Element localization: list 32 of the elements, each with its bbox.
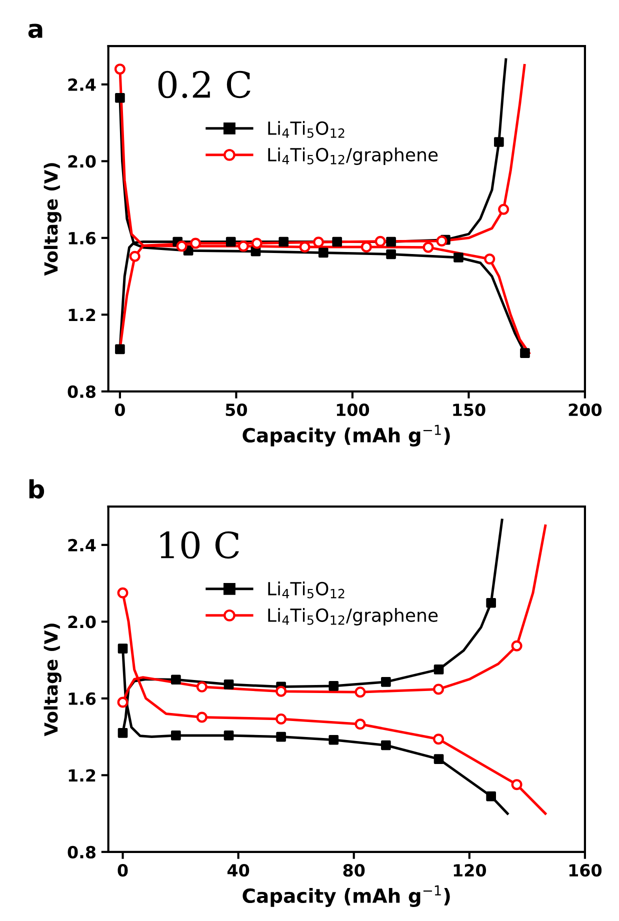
legend-label: Li$_{4}$Ti$_{5}$O$_{12}$/graphene (268, 608, 438, 626)
y-tick-label: 1.2 (68, 769, 96, 782)
y-axis-title: Voltage (V) (44, 624, 62, 736)
legend-label: Li$_{4}$Ti$_{5}$O$_{12}$ (268, 582, 344, 598)
x-tick-label: 50 (226, 404, 247, 416)
x-axis-title: Capacity (mAh g$^{−1}$) (242, 424, 450, 446)
x-tick-label: 0 (114, 404, 125, 416)
y-axis-title: Voltage (V) (44, 163, 62, 276)
annotation: 10 C (160, 531, 239, 559)
y-tick-label: 2.0 (68, 155, 96, 168)
chart-title: b (29, 479, 44, 499)
y-tick-label: 2.4 (68, 78, 96, 91)
x-tick-label: 120 (454, 864, 486, 877)
legend-label: Li$_{4}$Ti$_{5}$O$_{12}$/graphene (268, 148, 438, 165)
y-tick-label: 1.2 (68, 308, 96, 322)
annotation: 0.2 C (158, 70, 250, 98)
y-tick-label: 0.8 (68, 385, 96, 398)
y-tick-label: 1.6 (68, 232, 96, 244)
y-tick-label: 2.0 (68, 616, 96, 628)
x-tick-label: 40 (227, 864, 250, 877)
x-axis-title: Capacity (mAh g$^{−1}$) (242, 885, 450, 907)
x-tick-label: 150 (453, 404, 486, 416)
x-tick-label: 80 (343, 864, 365, 877)
y-tick-label: 0.8 (68, 846, 96, 858)
y-tick-label: 1.6 (68, 692, 96, 705)
legend-label: Li$_{4}$Ti$_{5}$O$_{12}$ (268, 121, 344, 138)
chart-title: a (28, 24, 42, 38)
x-tick-label: 160 (569, 864, 602, 877)
y-tick-label: 2.4 (68, 538, 96, 552)
x-tick-label: 200 (568, 404, 602, 416)
x-tick-label: 0 (118, 864, 128, 877)
x-tick-label: 100 (336, 404, 370, 416)
